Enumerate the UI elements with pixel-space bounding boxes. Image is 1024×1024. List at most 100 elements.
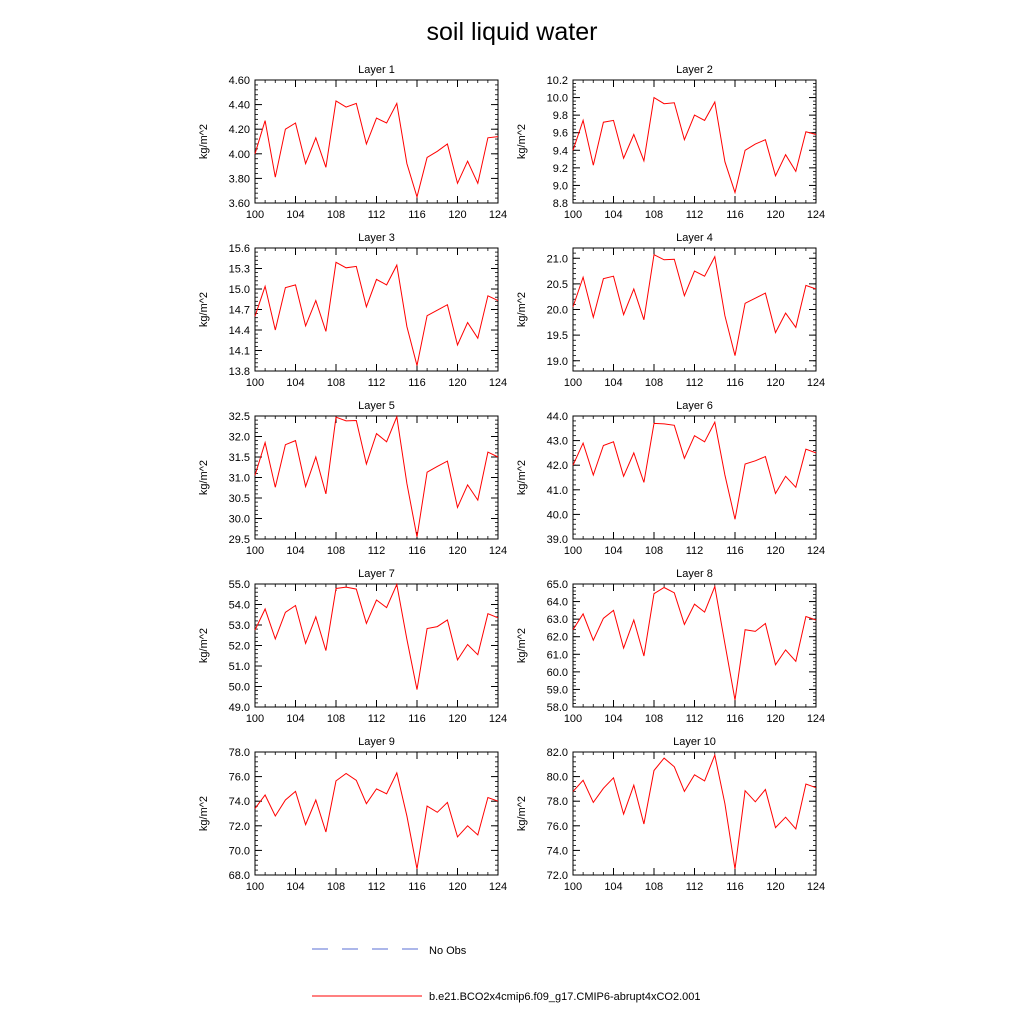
x-tick-label: 100 — [246, 209, 264, 221]
y-tick-label: 15.3 — [229, 264, 250, 276]
x-tick-label: 104 — [286, 881, 304, 893]
x-tick-label: 108 — [327, 545, 345, 557]
x-tick-label: 124 — [807, 545, 825, 557]
x-tick-label: 100 — [246, 713, 264, 725]
x-tick-label: 104 — [604, 713, 622, 725]
plot-frame — [572, 751, 817, 876]
x-tick-label: 112 — [686, 545, 704, 557]
x-tick-label: 120 — [766, 209, 784, 221]
x-tick-label: 108 — [327, 881, 345, 893]
y-tick-label: 64.0 — [547, 597, 568, 609]
series-line — [572, 420, 817, 520]
y-tick-label: 30.5 — [229, 493, 250, 505]
panel-title: Layer 3 — [358, 232, 395, 244]
y-tick-label: 51.0 — [229, 661, 250, 673]
x-tick-label: 116 — [408, 209, 426, 221]
y-tick-label: 76.0 — [229, 772, 250, 784]
x-tick-label: 108 — [645, 209, 663, 221]
x-tick-label: 120 — [766, 377, 784, 389]
x-tick-label: 124 — [807, 209, 825, 221]
y-tick-label: 60.0 — [547, 667, 568, 679]
x-tick-label: 104 — [286, 713, 304, 725]
plot-frame — [254, 751, 499, 876]
y-tick-label: 20.5 — [547, 279, 568, 291]
y-tick-label: 10.2 — [547, 75, 568, 87]
x-tick-label: 116 — [408, 545, 426, 557]
x-tick-label: 124 — [489, 713, 507, 725]
series-line — [254, 261, 499, 366]
x-tick-label: 100 — [246, 545, 264, 557]
y-tick-label: 9.0 — [553, 180, 568, 192]
x-tick-label: 120 — [766, 545, 784, 557]
y-tick-label: 39.0 — [547, 534, 568, 546]
x-tick-label: 120 — [448, 377, 466, 389]
panel-title: Layer 10 — [673, 736, 716, 748]
x-tick-label: 112 — [368, 881, 386, 893]
y-tick-label: 53.0 — [229, 620, 250, 632]
panel-title: Layer 9 — [358, 736, 395, 748]
y-tick-label: 78.0 — [547, 796, 568, 808]
y-axis-label: kg/m^2 — [198, 796, 210, 831]
plot-frame — [572, 247, 817, 372]
x-tick-label: 124 — [807, 713, 825, 725]
y-tick-label: 15.0 — [229, 284, 250, 296]
y-tick-label: 19.0 — [547, 356, 568, 368]
panel-4: Layer 4 kg/m^2 100 104 108 112 116 120 124 19.0 19… — [516, 232, 825, 389]
x-tick-label: 104 — [604, 881, 622, 893]
x-tick-label: 124 — [489, 377, 507, 389]
y-tick-label: 41.0 — [547, 485, 568, 497]
x-tick-label: 104 — [286, 377, 304, 389]
y-tick-label: 82.0 — [547, 747, 568, 759]
x-tick-label: 124 — [807, 377, 825, 389]
panel-9: Layer 9 kg/m^2 100 104 108 112 116 120 124 68.0 70… — [198, 736, 507, 893]
y-tick-label: 63.0 — [547, 614, 568, 626]
x-tick-label: 116 — [408, 377, 426, 389]
panel-10: Layer 10 kg/m^2 100 104 108 112 116 120 124 72.0 7… — [516, 736, 825, 893]
series-line — [254, 582, 499, 690]
y-tick-label: 9.8 — [553, 110, 568, 122]
x-tick-label: 116 — [726, 209, 744, 221]
y-tick-label: 72.0 — [547, 870, 568, 882]
panel-title: Layer 2 — [676, 64, 713, 76]
y-tick-label: 52.0 — [229, 641, 250, 653]
y-tick-label: 43.0 — [547, 436, 568, 448]
x-tick-label: 104 — [604, 377, 622, 389]
legend: No Obs b.e21.BCO2x4cmip6.f09_g17.CMIP6-a… — [312, 945, 701, 1003]
x-tick-label: 120 — [448, 881, 466, 893]
y-tick-label: 72.0 — [229, 821, 250, 833]
x-tick-label: 104 — [604, 545, 622, 557]
series-line — [572, 753, 817, 869]
series-line — [254, 771, 499, 869]
series-line — [572, 253, 817, 356]
x-tick-label: 112 — [368, 545, 386, 557]
x-tick-label: 112 — [686, 209, 704, 221]
y-axis-label: kg/m^2 — [516, 628, 528, 663]
x-tick-label: 112 — [686, 377, 704, 389]
y-tick-label: 50.0 — [229, 682, 250, 694]
y-axis-label: kg/m^2 — [516, 460, 528, 495]
x-tick-label: 108 — [327, 209, 345, 221]
x-tick-label: 116 — [726, 545, 744, 557]
panel-1: Layer 1 kg/m^2 100 104 108 112 116 120 124 3.60 3.… — [198, 64, 507, 221]
y-tick-label: 40.0 — [547, 509, 568, 521]
y-tick-label: 68.0 — [229, 870, 250, 882]
x-tick-label: 112 — [368, 713, 386, 725]
plot-frame — [254, 79, 499, 204]
x-tick-label: 124 — [489, 545, 507, 557]
x-tick-label: 108 — [645, 713, 663, 725]
y-tick-label: 44.0 — [547, 411, 568, 423]
plot-frame — [572, 583, 817, 708]
x-tick-label: 108 — [327, 713, 345, 725]
x-tick-label: 100 — [564, 209, 582, 221]
x-tick-label: 100 — [564, 713, 582, 725]
plot-frame — [572, 415, 817, 540]
y-tick-label: 14.4 — [229, 325, 250, 337]
y-axis-label: kg/m^2 — [198, 292, 210, 327]
x-tick-label: 104 — [286, 545, 304, 557]
panel-title: Layer 7 — [358, 568, 395, 580]
y-tick-label: 20.0 — [547, 305, 568, 317]
y-tick-label: 9.2 — [553, 163, 568, 175]
x-tick-label: 120 — [766, 713, 784, 725]
series-line — [572, 584, 817, 701]
